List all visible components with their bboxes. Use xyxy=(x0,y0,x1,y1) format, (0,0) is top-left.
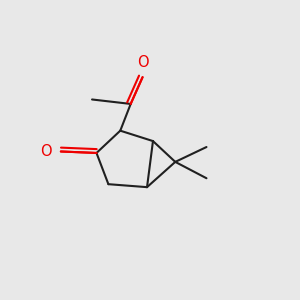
Text: O: O xyxy=(137,55,148,70)
Text: O: O xyxy=(40,144,52,159)
